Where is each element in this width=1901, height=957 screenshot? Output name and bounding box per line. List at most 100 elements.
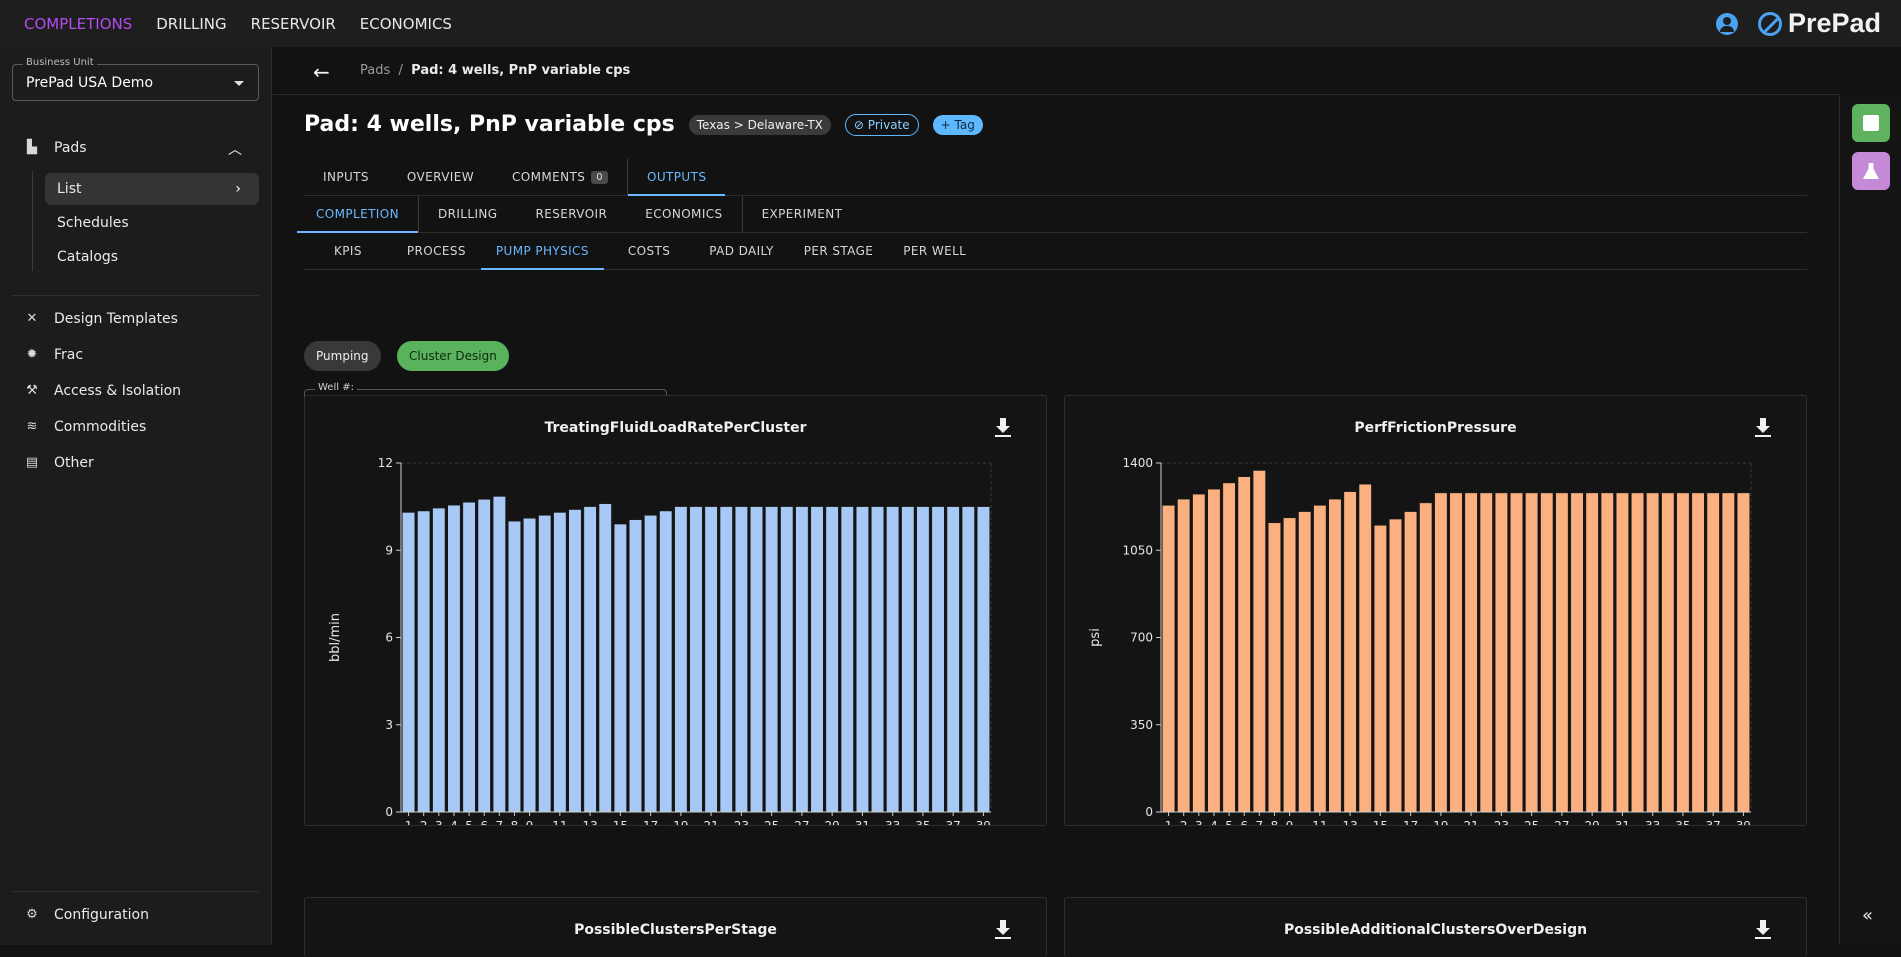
- topnav-completions[interactable]: COMPLETIONS: [24, 14, 133, 33]
- chart-bar: [402, 512, 416, 813]
- tab-kpis[interactable]: KPIS: [334, 244, 362, 258]
- x-tick-label: 39: [976, 819, 991, 825]
- download-icon[interactable]: [994, 418, 1012, 438]
- x-tick-label: 13: [1342, 819, 1357, 825]
- chart-bar: [1328, 498, 1342, 813]
- tab-pad-daily[interactable]: PAD DAILY: [709, 244, 774, 258]
- x-tick-label: 9: [526, 819, 534, 825]
- sidebar-item-design-templates[interactable]: ✕ Design Templates: [24, 311, 178, 327]
- tab-pump-physics[interactable]: PUMP PHYSICS: [480, 233, 604, 270]
- x-tick-label: 21: [703, 819, 718, 825]
- sidebar-item-other[interactable]: ▤ Other: [24, 455, 94, 471]
- chart-card-possible-additional: PossibleAdditionalClustersOverDesign: [1064, 897, 1807, 957]
- chart-bar: [1631, 492, 1644, 813]
- chart-title: PossibleAdditionalClustersOverDesign: [1283, 922, 1588, 938]
- main-content: ← Pads / Pad: 4 wells, PnP variable cps …: [273, 47, 1901, 957]
- chart-bar: [1736, 492, 1750, 813]
- tab-experiment[interactable]: EXPERIMENT: [761, 207, 843, 221]
- download-icon[interactable]: [1754, 418, 1772, 438]
- x-tick-label: 33: [885, 819, 900, 825]
- chart-bar: [1177, 498, 1191, 813]
- breadcrumb-root[interactable]: Pads: [360, 63, 391, 78]
- y-tick-label: 1400: [1122, 456, 1153, 470]
- x-tick-label: 6: [1240, 819, 1248, 825]
- chart-bar: [613, 523, 627, 813]
- topnav-drilling[interactable]: DRILLING: [156, 14, 227, 33]
- tab-process[interactable]: PROCESS: [406, 244, 466, 258]
- caret-down-icon: [234, 81, 244, 86]
- cluster-design-toggle[interactable]: Cluster Design: [397, 341, 509, 371]
- tab-completion[interactable]: COMPLETION: [297, 196, 418, 233]
- privacy-chip[interactable]: ⊘ Private: [844, 113, 919, 136]
- chart-title: PossibleClustersPerStage: [574, 922, 777, 938]
- x-tick-label: 2: [420, 819, 428, 825]
- add-tag-button[interactable]: + Tag: [932, 114, 983, 135]
- sidebar-item-pads[interactable]: ▙ Pads: [24, 140, 87, 156]
- sidebar-sub-catalogs[interactable]: Catalogs: [45, 241, 259, 273]
- sub-item-label: List: [57, 181, 82, 197]
- tab-overview[interactable]: OVERVIEW: [406, 170, 474, 184]
- chart-bar: [1252, 470, 1266, 813]
- chart-bar: [568, 509, 582, 813]
- chart-perf-friction: 0350700105014001234567891113151719212325…: [1088, 456, 1752, 825]
- chart-bar: [719, 506, 733, 813]
- y-tick-label: 1050: [1122, 543, 1153, 557]
- sidebar-sub-schedules[interactable]: Schedules: [45, 207, 259, 239]
- x-tick-label: 37: [1706, 819, 1721, 825]
- breadcrumb-separator: /: [398, 63, 403, 78]
- tab-economics[interactable]: ECONOMICS: [645, 207, 723, 221]
- tab-comments[interactable]: COMMENTS 0: [493, 159, 627, 195]
- chart-bar: [674, 506, 688, 813]
- tab-separator: [627, 159, 629, 195]
- sidebar-item-frac[interactable]: ✹ Frac: [24, 347, 84, 363]
- back-arrow-icon[interactable]: ←: [313, 60, 330, 84]
- chart-bar: [417, 510, 431, 813]
- x-tick-label: 13: [582, 819, 597, 825]
- x-tick-label: 15: [1373, 819, 1388, 825]
- sidebar-item-access-isolation[interactable]: ⚒ Access & Isolation: [24, 383, 181, 399]
- chart-treating-fluid: 0369121234567891113151719212325272931333…: [328, 456, 992, 825]
- chart-bar: [1706, 492, 1720, 813]
- experiment-button[interactable]: [1852, 152, 1890, 190]
- business-unit-select[interactable]: Business Unit PrePad USA Demo: [12, 57, 259, 101]
- top-right: PrePad: [1715, 0, 1881, 47]
- topnav-economics[interactable]: ECONOMICS: [359, 14, 452, 33]
- chart-bar: [1373, 525, 1387, 813]
- tab-per-well[interactable]: PER WELL: [903, 244, 967, 258]
- chart-bar: [1404, 511, 1418, 813]
- tab-per-stage[interactable]: PER STAGE: [803, 244, 874, 258]
- x-tick-label: 9: [1286, 819, 1294, 825]
- download-icon[interactable]: [1754, 920, 1772, 940]
- x-tick-label: 7: [1256, 819, 1264, 825]
- tab-outputs[interactable]: OUTPUTS: [628, 159, 726, 196]
- x-tick-label: 23: [734, 819, 749, 825]
- sidebar-item-configuration[interactable]: ⚙ Configuration: [24, 907, 149, 923]
- calculator-button[interactable]: [1852, 104, 1890, 142]
- tab-drilling[interactable]: DRILLING: [437, 207, 498, 221]
- chart-bar: [629, 519, 642, 813]
- x-tick-label: 19: [673, 819, 688, 825]
- chart-bar: [750, 506, 763, 813]
- chart-bar: [644, 515, 658, 813]
- y-tick-label: 700: [1130, 631, 1153, 645]
- tab-reservoir[interactable]: RESERVOIR: [535, 207, 608, 221]
- chart-bar: [765, 506, 779, 813]
- chart-bar: [1419, 502, 1433, 813]
- y-tick-label: 6: [385, 631, 393, 645]
- collapse-double-chevron-icon[interactable]: «: [1862, 905, 1874, 926]
- account-icon[interactable]: [1715, 12, 1738, 35]
- sidebar-sub-list[interactable]: List ›: [45, 173, 259, 205]
- download-icon[interactable]: [994, 920, 1012, 940]
- y-axis-label: bbl/min: [328, 613, 343, 662]
- topnav-reservoir[interactable]: RESERVOIR: [250, 14, 336, 33]
- pumping-toggle[interactable]: Pumping: [304, 341, 381, 371]
- sidebar-divider: [12, 295, 259, 296]
- tab-costs[interactable]: COSTS: [627, 244, 671, 258]
- tab-inputs[interactable]: INPUTS: [323, 170, 369, 184]
- page-title: Pad: 4 wells, PnP variable cps: [304, 112, 675, 137]
- well-number-label: Well #:: [315, 382, 357, 393]
- chevron-up-icon[interactable]: ︿: [228, 142, 242, 158]
- chart-bar: [1646, 492, 1660, 813]
- x-tick-label: 2: [1180, 819, 1188, 825]
- sidebar-item-commodities[interactable]: ≋ Commodities: [24, 419, 147, 435]
